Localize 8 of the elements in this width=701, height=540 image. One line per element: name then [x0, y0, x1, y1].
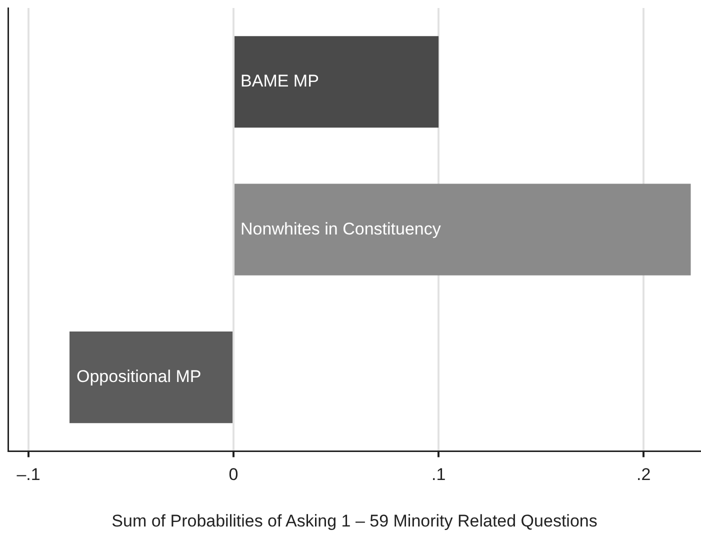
y-tick-label: Nonwhites in Constituency — [240, 219, 442, 238]
y-tick-label: Oppositional MP — [76, 367, 202, 386]
x-axis-title: Sum of Probabilities of Asking 1 – 59 Minority Related Questions — [112, 511, 598, 530]
x-tick-label: 0 — [228, 465, 238, 484]
x-tick-label: .1 — [431, 465, 446, 484]
x-tick-label: .2 — [636, 465, 651, 484]
y-tick-label: BAME MP — [240, 72, 319, 91]
x-tick-label: –.1 — [16, 465, 40, 484]
